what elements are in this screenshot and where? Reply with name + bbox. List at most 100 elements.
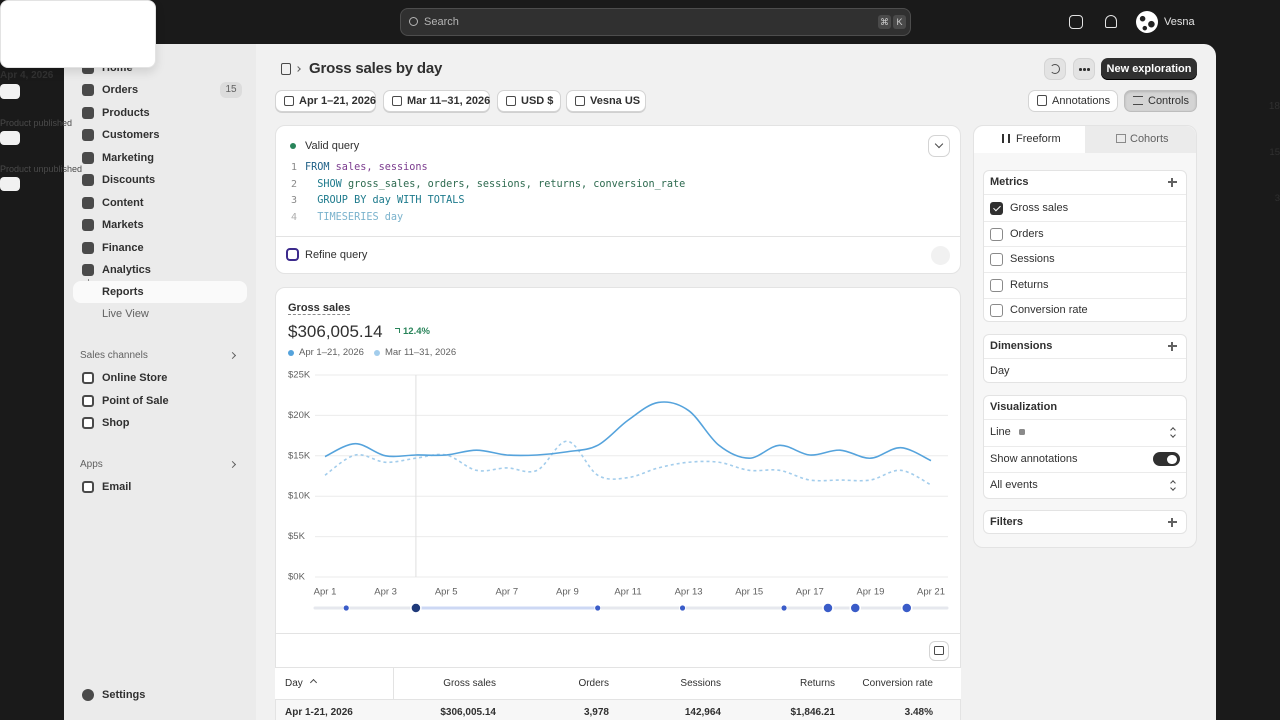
metric-label[interactable]: Returns	[1010, 278, 1049, 291]
tab-label: Cohorts	[1130, 133, 1169, 145]
nav-item[interactable]: Products	[102, 106, 150, 119]
column-header[interactable]: Orders	[578, 678, 609, 689]
nav-item[interactable]: Point of Sale	[102, 394, 169, 407]
total-row	[276, 700, 960, 720]
section-title[interactable]: Sales channels	[80, 350, 148, 361]
refine-query[interactable]: Refine query	[305, 249, 368, 261]
line-number: 1	[290, 162, 297, 173]
section-divider	[984, 419, 1186, 420]
column-header[interactable]: Gross sales	[443, 678, 496, 689]
filter-chip[interactable]	[497, 90, 561, 112]
add-button[interactable]	[1166, 340, 1178, 352]
column-header[interactable]: Conversion rate	[862, 678, 933, 689]
nav-badge	[220, 82, 242, 99]
collapse-button[interactable]	[928, 135, 950, 157]
checkbox[interactable]	[990, 304, 1003, 318]
add-button[interactable]	[1166, 176, 1178, 188]
checkbox[interactable]	[990, 202, 1003, 215]
annotations-button-label: Annotations	[1052, 95, 1111, 107]
code-line: FROM sales, sessions	[305, 160, 428, 176]
nav-item[interactable]: Analytics	[102, 264, 151, 277]
nav-sub-item[interactable]: Live View	[102, 308, 149, 321]
legend-label: Apr 1–21, 2026	[299, 347, 364, 358]
annotations-button[interactable]	[1028, 90, 1118, 112]
tab-active[interactable]	[974, 126, 1085, 153]
filter-chip[interactable]	[275, 90, 376, 112]
nav-item[interactable]: Email	[102, 481, 132, 493]
new-button-label: New exploration	[1106, 63, 1192, 75]
checkbox[interactable]	[990, 253, 1003, 267]
viz-events[interactable]: All events	[990, 479, 1038, 491]
table-view-button[interactable]	[929, 641, 949, 661]
dimension-item[interactable]: Day	[990, 365, 1010, 377]
nav-item[interactable]: Settings	[102, 689, 146, 701]
filter-chip-label: USD $	[521, 95, 554, 107]
viz-option: Show annotations	[990, 453, 1078, 465]
nav-item[interactable]: Discounts	[102, 174, 156, 187]
dot	[1079, 68, 1082, 71]
column-header[interactable]: Sessions	[680, 678, 721, 689]
add-button[interactable]	[1166, 516, 1178, 528]
nav-badge-label: 15	[225, 84, 237, 96]
nav-sub-item[interactable]: Reports	[102, 286, 144, 298]
nav-item[interactable]: Orders	[102, 84, 139, 97]
logo-icon	[74, 13, 89, 31]
nav-item[interactable]: Markets	[102, 219, 144, 232]
icon	[82, 241, 94, 254]
code-token: FROM	[305, 162, 336, 173]
change-arrow	[395, 328, 400, 333]
code-token: sales, sessions	[335, 162, 428, 173]
sidebar	[64, 44, 256, 720]
column-header[interactable]: Day	[285, 678, 303, 689]
table-cell: 3,978	[583, 707, 609, 718]
nav-item[interactable]: Marketing	[102, 151, 154, 164]
metric-label[interactable]: Gross sales	[1010, 202, 1069, 214]
column-header[interactable]: Returns	[799, 678, 835, 689]
row-divider	[984, 220, 1186, 222]
nav-item[interactable]: Online Store	[102, 372, 168, 384]
legend-label: Mar 11–31, 2026	[384, 347, 457, 358]
checkbox[interactable]	[990, 227, 1003, 241]
checkbox[interactable]	[990, 278, 1003, 292]
metric-label[interactable]: Conversion rate	[1010, 304, 1088, 317]
new-button[interactable]	[1101, 58, 1197, 80]
nav-item[interactable]: Customers	[102, 129, 160, 142]
logo: shopify	[92, 14, 147, 31]
tab-inactive[interactable]	[1085, 126, 1196, 153]
filter-chip[interactable]	[383, 90, 490, 112]
code-line: GROUP BY day WITH TOTALS	[305, 193, 464, 209]
section-title: Dimensions	[990, 340, 1053, 352]
nav-item[interactable]: Content	[102, 196, 144, 209]
code-token: TIMESERIES day	[305, 212, 404, 224]
icon-button[interactable]	[1069, 15, 1083, 29]
row-divider	[984, 297, 1186, 299]
nav-item[interactable]: Shop	[102, 417, 130, 429]
filter-chip[interactable]	[566, 90, 646, 112]
table-cell: $306,005.14	[440, 707, 496, 718]
icon	[82, 481, 94, 493]
code-fade	[276, 222, 960, 237]
viz-type[interactable]: Line	[990, 426, 1011, 438]
user-name[interactable]: Vesna	[1164, 16, 1195, 28]
chip-icon	[506, 96, 516, 106]
bell-button[interactable]	[1105, 15, 1117, 28]
send-button[interactable]	[931, 246, 950, 265]
query-divider	[275, 236, 961, 237]
row-divider	[984, 272, 1186, 273]
nav-item[interactable]: Finance	[102, 241, 144, 254]
nav-item[interactable]: Home	[102, 62, 133, 74]
file-icon	[281, 63, 291, 75]
metric-label[interactable]: Sessions	[1010, 253, 1055, 266]
row-divider	[984, 472, 1186, 473]
controls-button[interactable]	[1124, 90, 1197, 112]
row-divider	[984, 446, 1186, 447]
search-box[interactable]	[400, 8, 911, 36]
tab-icon	[1002, 134, 1010, 143]
metric-label[interactable]: Orders	[1010, 227, 1044, 240]
chart-change: 12.4%	[403, 326, 430, 337]
section-title[interactable]: Apps	[80, 459, 103, 470]
icon	[82, 264, 94, 277]
section-title: Visualization	[990, 401, 1058, 413]
key-label: ⌘	[880, 17, 889, 27]
